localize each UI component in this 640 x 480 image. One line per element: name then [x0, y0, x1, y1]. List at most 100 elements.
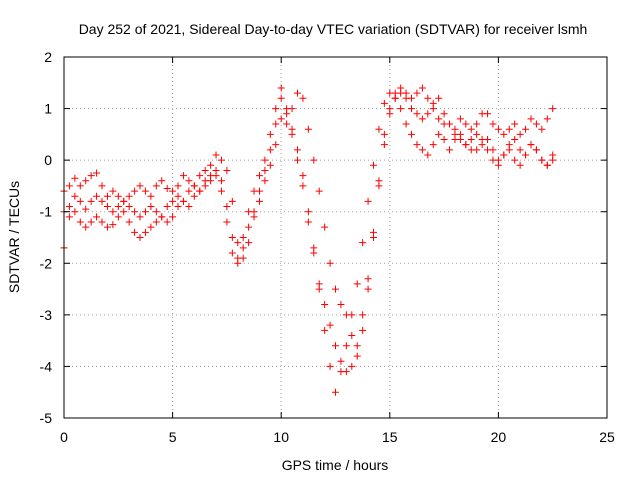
y-tick-label: -1 [40, 204, 53, 220]
data-point [484, 146, 492, 154]
data-point [386, 110, 394, 118]
data-point [315, 187, 323, 195]
data-point [304, 208, 312, 216]
data-point [245, 239, 253, 247]
data-point [190, 192, 198, 200]
data-point [332, 342, 339, 350]
data-point [435, 130, 443, 138]
data-point [478, 136, 486, 144]
data-point [98, 197, 106, 205]
data-point [424, 94, 432, 102]
data-point [65, 182, 73, 190]
data-point [315, 285, 323, 293]
data-point [109, 187, 117, 195]
data-point [125, 203, 133, 211]
data-point [402, 94, 410, 102]
data-point [321, 223, 329, 231]
data-point [532, 120, 540, 128]
data-point [304, 218, 312, 226]
data-point [266, 161, 274, 169]
data-point [109, 208, 117, 216]
data-point [185, 187, 193, 195]
data-point [293, 146, 301, 154]
data-point [326, 362, 334, 370]
plot-frame [63, 56, 608, 419]
data-point [141, 228, 149, 236]
data-point [397, 89, 405, 97]
data-point [98, 182, 106, 190]
y-axis-label: SDTVAR / TECUs [6, 181, 22, 293]
data-point [261, 166, 269, 174]
data-point [446, 120, 454, 128]
data-point [375, 125, 383, 133]
data-point [375, 182, 383, 190]
data-point [131, 208, 139, 216]
data-point [489, 156, 497, 164]
data-point [413, 141, 421, 149]
data-point [76, 218, 84, 226]
data-point [228, 197, 236, 205]
data-point [136, 234, 144, 241]
data-point [245, 223, 253, 231]
data-point [348, 331, 356, 339]
data-point [283, 105, 291, 113]
data-point [456, 130, 464, 138]
data-point [342, 342, 350, 350]
data-point [76, 197, 84, 205]
data-point [462, 141, 470, 149]
data-point [228, 234, 236, 241]
data-point [114, 192, 122, 200]
data-point [413, 110, 421, 118]
data-point [364, 275, 372, 283]
data-point [136, 213, 144, 221]
data-point [516, 146, 524, 154]
data-point [82, 205, 90, 213]
data-point [152, 182, 160, 190]
data-point [169, 213, 177, 221]
data-point [71, 208, 79, 216]
data-point [527, 141, 535, 149]
data-point [185, 177, 193, 185]
data-point [543, 115, 551, 123]
data-point [337, 301, 345, 309]
data-point [272, 120, 280, 128]
data-point [516, 130, 524, 138]
data-point [158, 177, 166, 185]
data-point [158, 213, 166, 221]
data-point [250, 187, 258, 195]
data-point [446, 146, 454, 154]
data-point [299, 94, 307, 102]
data-point [120, 208, 128, 216]
data-point [516, 161, 524, 169]
data-point [277, 94, 285, 102]
data-point [196, 187, 204, 195]
data-point [467, 146, 475, 154]
data-point [500, 130, 508, 138]
data-point [380, 141, 388, 149]
data-point [266, 146, 274, 154]
data-point [109, 221, 117, 229]
data-point [424, 110, 432, 118]
data-point [435, 94, 443, 102]
data-point [223, 218, 231, 226]
data-point [261, 177, 269, 185]
data-point [71, 192, 79, 200]
data-point [98, 218, 106, 226]
y-tick-label: 1 [44, 101, 52, 117]
data-point [174, 203, 182, 211]
data-point [326, 259, 334, 267]
data-point [163, 185, 171, 193]
data-point [196, 172, 204, 180]
data-point [272, 105, 280, 113]
data-point [353, 352, 361, 360]
data-point [370, 161, 378, 169]
x-axis-label: GPS time / hours [282, 457, 389, 473]
data-point [467, 136, 475, 144]
data-point [511, 120, 519, 128]
data-point [71, 174, 79, 182]
data-point [169, 197, 177, 205]
data-point [543, 161, 551, 169]
data-point [152, 218, 160, 226]
data-point [538, 156, 546, 164]
data-point [201, 166, 209, 174]
